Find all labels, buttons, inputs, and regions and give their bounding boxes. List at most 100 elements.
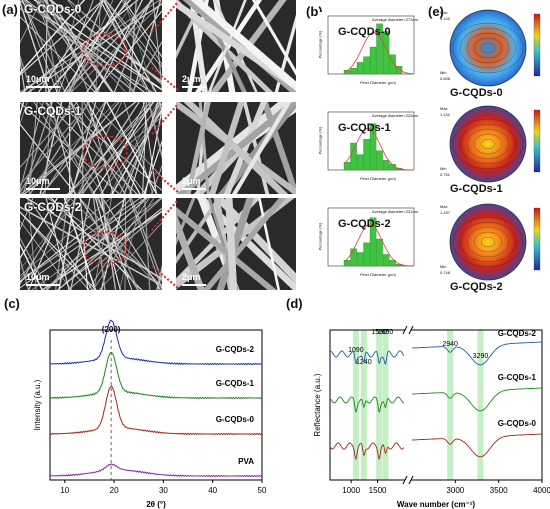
histogram-title: G-CQDs-2 (338, 218, 391, 230)
scale-bar-label: 2μm (182, 176, 201, 186)
min-value: 0.836 (440, 76, 451, 81)
sem-image-low-mag: G-CQDs-0 10μm (20, 0, 162, 92)
x-tick-label: 10 (60, 486, 69, 495)
histogram-bar (343, 260, 351, 267)
max-label: Max (440, 204, 448, 209)
histogram-ylabel: Percentage (%) (317, 126, 323, 155)
histogram-bar (356, 62, 364, 75)
scale-bar-label: 2μm (182, 74, 201, 84)
sample-label: G-CQDs-2 (24, 200, 82, 214)
thickness-map: Max 1.142 Min 0.836 G-CQDs-0 (440, 8, 550, 104)
histogram-xlabel: Fiber Diameter (μm) (360, 80, 396, 85)
panel-e-letter: (e) (428, 4, 444, 19)
series-line (411, 433, 543, 458)
histogram-bar (350, 68, 357, 75)
band-label: 1090 (348, 347, 364, 354)
histogram-bar (363, 138, 370, 171)
histogram-ylabel: Percentage (%) (317, 30, 323, 59)
series-line (49, 351, 263, 400)
scale-bar (182, 188, 206, 190)
histogram-bar (343, 162, 351, 171)
fit-curve (343, 223, 414, 267)
x-tick-label: 3000 (446, 486, 464, 495)
histogram-bar (363, 242, 370, 267)
average-diameter: Average diameter=226nm (372, 113, 419, 118)
xrd-chart: 10 20 30 40 50 2θ (°) Intensity (a.u.) (200) G-C… (33, 319, 267, 509)
histogram-bar (395, 66, 403, 75)
series-line (329, 396, 405, 413)
scale-bar-label: 10μm (26, 176, 50, 186)
histogram-bar (389, 54, 396, 75)
band-label: 2940 (442, 341, 458, 348)
axis-break (405, 328, 411, 482)
diameter-histogram: G-CQDs-1 Average diameter=226nm Percentage… (317, 108, 422, 186)
series-line (50, 319, 263, 366)
y-axis-label: Reflectance (a.u.) (313, 373, 322, 436)
histogram-bar (389, 260, 396, 267)
x-tick-label: 1000 (342, 486, 360, 495)
axis-break-mark (402, 325, 408, 335)
band-label: 3290 (473, 353, 489, 360)
average-diameter: Average diameter=273nm (372, 17, 419, 22)
scale-bar-label: 2μm (182, 272, 201, 282)
peak-label: (200) (102, 325, 121, 334)
band-highlight (447, 330, 454, 480)
diameter-histogram: G-CQDs-0 Average diameter=273nm Percentage… (317, 12, 422, 90)
sem-image-high-mag: 2μm (176, 198, 296, 290)
fit-curve (343, 127, 415, 171)
histogram-bar (376, 150, 383, 171)
axis-break-mark (402, 475, 408, 485)
histogram-bar (369, 123, 377, 171)
histogram-bar (376, 23, 383, 75)
panel-a-letter: (a) (2, 2, 18, 17)
histogram-bar (382, 160, 390, 171)
map-title: G-CQDs-0 (450, 87, 503, 99)
histogram-bar (382, 254, 390, 267)
x-tick-label: 30 (159, 486, 168, 495)
scale-bar (182, 86, 206, 88)
band-highlight (352, 330, 359, 480)
series-line (49, 385, 263, 436)
min-label: Min (440, 70, 447, 75)
sem-image-low-mag: G-CQDs-1 10μm (20, 102, 162, 194)
x-axis-label: Wave number (cm⁻¹) (397, 500, 475, 509)
series-label: G-CQDs-1 (498, 373, 537, 382)
sem-image-high-mag: 2μm (176, 0, 296, 92)
zoom-connector (151, 1, 179, 91)
scale-bar (182, 284, 206, 286)
band-label: 1240 (356, 359, 372, 366)
sample-label: G-CQDs-0 (24, 2, 82, 16)
plot-frame (49, 329, 263, 481)
diameter-histogram: G-CQDs-2 Average diameter=231nm Percentage… (317, 204, 422, 282)
panel-c-letter: (c) (4, 296, 20, 311)
max-label: Max (440, 10, 448, 15)
histogram-bar (356, 154, 364, 171)
zoom-connector (151, 199, 179, 289)
histogram-ylabel: Percentage (%) (317, 222, 323, 251)
band-label: 1530 (371, 329, 387, 336)
x-tick-label: 1500 (369, 486, 387, 495)
max-value: 1.142 (440, 112, 451, 117)
sem-image-high-mag: 2μm (176, 102, 296, 194)
series-label: G-CQDs-2 (216, 345, 255, 354)
map-title: G-CQDs-2 (450, 281, 503, 293)
histogram-bar (350, 142, 357, 171)
scale-bar-label: 10μm (26, 74, 50, 84)
band-highlight (360, 330, 367, 480)
min-label: Min (440, 166, 447, 171)
sem-image-low-mag: G-CQDs-2 10μm (20, 198, 162, 290)
histogram-title: G-CQDs-1 (338, 122, 391, 134)
thickness-map: Max 1.142 Min 0.751 G-CQDs-1 (440, 104, 550, 200)
series-line (411, 341, 543, 366)
min-value: 0.748 (440, 270, 451, 275)
series-line (330, 350, 405, 365)
series-label: G-CQDs-2 (498, 329, 537, 338)
series-label: G-CQDs-0 (216, 415, 255, 424)
axis-break-mark (408, 475, 414, 485)
scale-bar (26, 86, 60, 88)
max-value: 1.142 (440, 16, 451, 21)
ftir-chart: 1000 1500 3000 3500 4000 Wave number (cm⁻¹) Re… (313, 325, 550, 509)
band-highlight (477, 330, 484, 480)
histogram-xlabel: Fiber Diameter (μm) (360, 272, 396, 277)
thickness-map: Max 1.187 Min 0.748 G-CQDs-2 (440, 202, 550, 298)
